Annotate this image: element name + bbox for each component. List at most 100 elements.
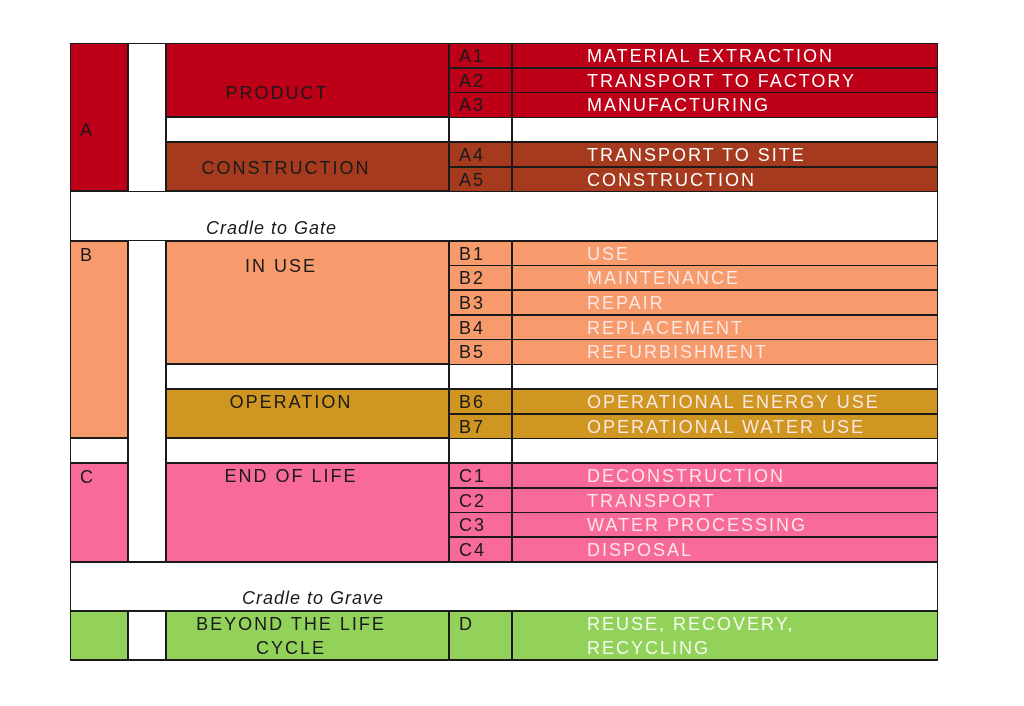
stage-b7-code-cell: [449, 413, 512, 439]
stage-c1-code: C1: [459, 465, 487, 486]
stage-c3-code: C3: [459, 515, 487, 536]
stage-c3-name: WATER PROCESSING: [587, 515, 808, 536]
separator-group-0: [166, 117, 449, 142]
separator-code-1: [449, 364, 512, 389]
stage-a4-name-cell: [512, 141, 938, 167]
stage-b5-name: REFURBISHMENT: [587, 342, 769, 363]
group-beyond-label-line1: BEYOND THE LIFE: [196, 614, 386, 635]
stage-b2-code-cell: [449, 265, 512, 291]
stage-c1-name: DECONSTRUCTION: [587, 465, 785, 486]
stage-a1-code: A1: [459, 46, 486, 66]
separator-group-1: [166, 364, 449, 389]
stage-a2-code: A2: [459, 70, 486, 91]
group-construction-cell: [166, 141, 449, 192]
group-product-cell: [166, 43, 449, 118]
stage-b1-name: USE: [587, 243, 631, 264]
group-end-of-life-label: END OF LIFE: [224, 465, 358, 486]
group-operation-cell: [166, 388, 449, 439]
stage-c4-name: DISPOSAL: [587, 540, 694, 560]
stage-b7-name-cell: [512, 413, 938, 439]
stage-a1-name-cell: [512, 43, 938, 69]
category-c-cell: [70, 462, 128, 562]
stage-b3-name: REPAIR: [587, 293, 665, 313]
group-in-use-label: IN USE: [244, 256, 318, 277]
cradle-to-gate-caption: Cradle to Gate: [206, 217, 338, 238]
stage-b6-code-cell: [449, 388, 512, 414]
category-a-label: A: [80, 120, 95, 140]
category-c-label: C: [80, 466, 95, 487]
group-end-of-life-cell: [166, 462, 449, 562]
category-b-label: B: [80, 244, 95, 265]
stage-b2-name-cell: [512, 265, 938, 291]
stage-b4-code-cell: [449, 314, 512, 340]
stage-a5-code-cell: [449, 166, 512, 192]
stage-b2-code: B2: [459, 268, 486, 289]
stage-a4-code: A4: [459, 144, 486, 165]
cradle-to-gate-band: [70, 191, 938, 241]
stage-c3-name-cell: [512, 512, 938, 538]
group-construction-label: CONSTRUCTION: [201, 157, 371, 178]
stage-d-code-cell: [449, 611, 512, 661]
stage-c3-code-cell: [449, 512, 512, 538]
stage-a5-name: CONSTRUCTION: [587, 169, 756, 190]
separator-category-bc: [70, 438, 128, 463]
stage-d-name-line2: RECYCLING: [587, 637, 711, 658]
stage-c2-name-cell: [512, 487, 938, 513]
stage-a2-name: TRANSPORT TO FACTORY: [587, 70, 857, 91]
spine-column-bottom: [128, 611, 166, 661]
stage-c1-code-cell: [449, 462, 512, 489]
stage-b1-name-cell: [512, 240, 938, 266]
stage-d-code: D: [459, 614, 474, 635]
stage-c4-code: C4: [459, 540, 487, 560]
stage-a1-code-cell: [449, 43, 512, 69]
stage-b5-name-cell: [512, 339, 938, 365]
stage-a4-name: TRANSPORT TO SITE: [587, 144, 806, 165]
stage-b6-name-cell: [512, 388, 938, 414]
stage-a1-name: MATERIAL EXTRACTION: [587, 46, 835, 66]
stage-b3-code: B3: [459, 293, 486, 313]
stage-a2-name-cell: [512, 67, 938, 93]
stage-c4-name-cell: [512, 537, 938, 563]
group-beyond-cell: [166, 611, 449, 661]
stage-b6-name: OPERATIONAL ENERGY USE: [587, 391, 880, 412]
stage-b4-code: B4: [459, 317, 486, 338]
separator-name-0: [512, 117, 938, 142]
stage-c4-code-cell: [449, 537, 512, 563]
group-in-use-cell: [166, 240, 449, 365]
cradle-to-grave-caption: Cradle to Grave: [242, 588, 385, 609]
stage-c2-name: TRANSPORT: [587, 490, 716, 511]
stage-b7-name: OPERATIONAL WATER USE: [587, 416, 866, 437]
stage-a2-code-cell: [449, 67, 512, 93]
stage-b3-code-cell: [449, 290, 512, 316]
category-a-cell: [70, 43, 128, 192]
spine-column: [128, 43, 166, 562]
stage-c1-name-cell: [512, 462, 938, 489]
stage-b4-name: REPLACEMENT: [587, 317, 745, 338]
stage-d-name-cell: [512, 611, 938, 661]
stage-d-name-line1: REUSE, RECOVERY,: [587, 614, 795, 635]
group-product-label: PRODUCT: [225, 83, 329, 104]
group-beyond-label-line2: CYCLE: [255, 637, 327, 658]
stage-a5-code: A5: [459, 169, 486, 190]
stage-b5-code: B5: [459, 342, 486, 363]
stage-b3-name-cell: [512, 290, 938, 316]
stage-a4-code-cell: [449, 141, 512, 167]
stage-a3-name-cell: [512, 92, 938, 118]
cradle-to-grave-band: [70, 561, 938, 612]
stage-a3-name: MANUFACTURING: [587, 95, 770, 116]
stage-b1-code: B1: [459, 243, 486, 264]
stage-b7-code: B7: [459, 416, 486, 437]
stage-b2-name: MAINTENANCE: [587, 268, 741, 289]
separator-code-0: [449, 117, 512, 142]
stage-a3-code: A3: [459, 95, 486, 116]
stage-a3-code-cell: [449, 92, 512, 118]
stage-c2-code-cell: [449, 487, 512, 513]
stage-c2-code: C2: [459, 490, 487, 511]
group-operation-label: OPERATION: [229, 391, 353, 412]
stage-b4-name-cell: [512, 314, 938, 340]
separator-group-2: [166, 438, 449, 463]
stage-b6-code: B6: [459, 391, 486, 412]
stage-b5-code-cell: [449, 339, 512, 365]
separator-code-2: [449, 438, 512, 463]
